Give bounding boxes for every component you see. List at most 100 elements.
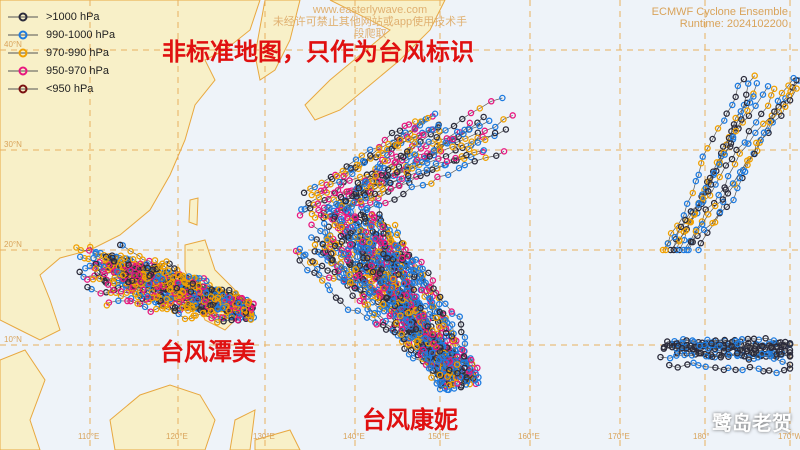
track-point (367, 152, 374, 159)
track-point (449, 143, 456, 151)
track-point (471, 149, 478, 156)
track-point (404, 309, 412, 317)
track-point (125, 261, 132, 268)
track-point (188, 314, 196, 322)
track-point (412, 326, 420, 333)
track-point (386, 312, 393, 320)
track-point (361, 279, 368, 286)
indochina (0, 349, 46, 450)
track-point (709, 341, 717, 349)
track-point (100, 267, 107, 275)
track-point (114, 268, 121, 275)
track-point (728, 342, 735, 350)
track-line (662, 78, 745, 251)
track-point (697, 239, 705, 247)
track-point (452, 154, 459, 162)
track-point (375, 145, 383, 152)
track-point (228, 316, 235, 324)
track-point (311, 214, 319, 221)
ensemble-track (114, 268, 253, 307)
track-point (434, 173, 441, 181)
track-point (786, 365, 794, 372)
track-point (481, 136, 489, 144)
track-point (376, 164, 384, 172)
longitude-label: 150°E (428, 432, 450, 441)
china-mainland (0, 0, 261, 341)
track-point (391, 328, 398, 336)
track-point (344, 214, 351, 222)
track-point (157, 297, 164, 305)
legend-label: 970-990 hPa (46, 47, 109, 59)
track-point (388, 266, 396, 273)
track-point (768, 344, 775, 352)
track-point (337, 249, 345, 257)
track-point (696, 342, 703, 350)
track-point (317, 211, 325, 219)
track-point (395, 163, 403, 170)
track-point (376, 279, 384, 286)
track-point (359, 276, 367, 283)
track-point (779, 358, 786, 365)
track-point (458, 328, 465, 336)
track-point (734, 340, 741, 348)
track-point (716, 173, 723, 181)
credit-runtime: Runtime: 2024102200 (679, 18, 788, 30)
track-point (397, 312, 404, 319)
track-point (674, 364, 681, 371)
track-point (383, 302, 391, 309)
ensemble-track (666, 359, 794, 377)
track-line (663, 343, 791, 349)
track-point (352, 273, 360, 281)
track-point (391, 196, 398, 203)
track-point (163, 295, 170, 303)
credit: ECMWF Cyclone Ensemble Runtime: 20241022… (652, 6, 788, 30)
track-point (219, 314, 226, 321)
track-point (472, 370, 479, 377)
track-point (379, 223, 386, 231)
track-point (340, 173, 347, 180)
longitude-label: 130°E (253, 432, 275, 441)
track-point (467, 109, 475, 117)
track-point (119, 242, 126, 249)
track-point (372, 262, 379, 270)
track-point (705, 188, 712, 195)
track-point (419, 181, 427, 189)
track-point (110, 268, 117, 276)
ensemble-tracks (73, 72, 800, 394)
track-point (247, 316, 255, 323)
track-point (465, 145, 473, 153)
track-point (666, 361, 673, 369)
track-point (394, 142, 402, 149)
track-point (424, 114, 432, 122)
track-point (690, 359, 697, 367)
watermark-site: www.easterlywave.com (312, 4, 428, 16)
track-point (692, 343, 700, 351)
track-point (308, 234, 315, 241)
track-point (471, 158, 478, 165)
track-point (476, 105, 484, 112)
track-point (198, 303, 205, 310)
track-point (327, 232, 334, 240)
track-point (371, 190, 379, 198)
track-point (442, 333, 450, 340)
track-point (153, 277, 160, 284)
track-point (764, 102, 772, 110)
track-point (408, 258, 415, 265)
track-point (360, 254, 367, 262)
ensemble-track (344, 214, 461, 377)
ensemble-track (657, 349, 794, 368)
track-point (204, 306, 212, 314)
track-point (311, 248, 318, 255)
track-point (721, 151, 728, 158)
track-point (754, 354, 762, 361)
track-point (184, 301, 192, 308)
track-point (463, 151, 470, 159)
track-point (405, 172, 412, 180)
track-point (179, 304, 186, 311)
track-point (296, 245, 304, 253)
track-point (395, 271, 402, 278)
track-point (347, 229, 354, 237)
track-point (750, 93, 757, 100)
track-point (367, 251, 374, 258)
track-point (431, 110, 439, 117)
